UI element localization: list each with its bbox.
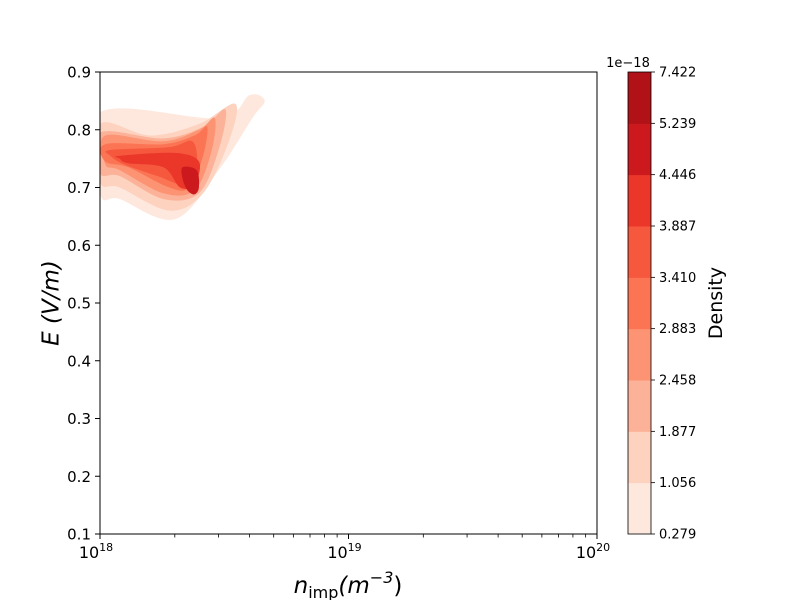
y-tick-label: 0.5	[67, 295, 91, 313]
y-tick-label: 0.8	[67, 121, 91, 139]
colorbar-tick-label: 4.446	[659, 168, 696, 183]
x-axis: 1018 1019 1020	[79, 534, 610, 562]
density-contours	[100, 94, 265, 220]
colorbar-band	[628, 226, 651, 278]
y-tick-label: 0.2	[67, 468, 91, 486]
y-axis-label: E (V/m)	[39, 260, 65, 346]
colorbar-tick-label: 1.877	[659, 425, 696, 440]
y-tick-label: 0.6	[67, 237, 91, 255]
colorbar-tick-label: 7.422	[659, 66, 696, 81]
colorbar-band	[628, 328, 651, 381]
x-tick-label: 1019	[327, 541, 361, 562]
colorbar-band	[628, 380, 651, 432]
colorbar-tick-label: 3.887	[659, 220, 696, 235]
colorbar-offset-text: 1e−18	[606, 56, 650, 71]
x-tick-label: 1020	[576, 541, 610, 562]
colorbar-tick-label: 2.883	[659, 322, 696, 337]
colorbar-label: Density	[705, 267, 727, 339]
colorbar-band	[628, 431, 651, 484]
colorbar-band	[628, 174, 651, 227]
y-axis: 0.1 0.2 0.3 0.4 0.5 0.6 0.7 0.8 0.9	[67, 64, 100, 544]
colorbar-frame	[627, 71, 652, 535]
colorbar-tick-label: 5.239	[659, 117, 696, 132]
colorbar-band	[628, 482, 651, 535]
colorbar-band	[628, 123, 651, 176]
colorbar-band	[628, 72, 651, 124]
plot-frame	[99, 71, 598, 535]
contour-level-8	[181, 166, 200, 195]
y-tick-label: 0.1	[67, 526, 91, 544]
colorbar-tick-label: 2.458	[659, 374, 696, 389]
y-tick-label: 0.7	[67, 179, 91, 197]
contour-level-7	[115, 152, 201, 189]
y-tick-label: 0.3	[67, 410, 91, 428]
colorbar-tick-label: 3.410	[659, 271, 696, 286]
y-tick-label: 0.4	[67, 352, 91, 370]
colorbar: 0.279 1.056 1.877 2.458 2.883 3.410 3.887 4.446…	[627, 66, 696, 543]
colorbar-tick-label: 0.279	[659, 528, 696, 543]
colorbar-band	[628, 277, 651, 330]
x-tick-label: 1018	[79, 541, 113, 562]
colorbar-tick-label: 1.056	[659, 476, 696, 491]
y-tick-label: 0.9	[67, 64, 91, 82]
x-axis-label: nimp(m−3)	[294, 568, 403, 600]
